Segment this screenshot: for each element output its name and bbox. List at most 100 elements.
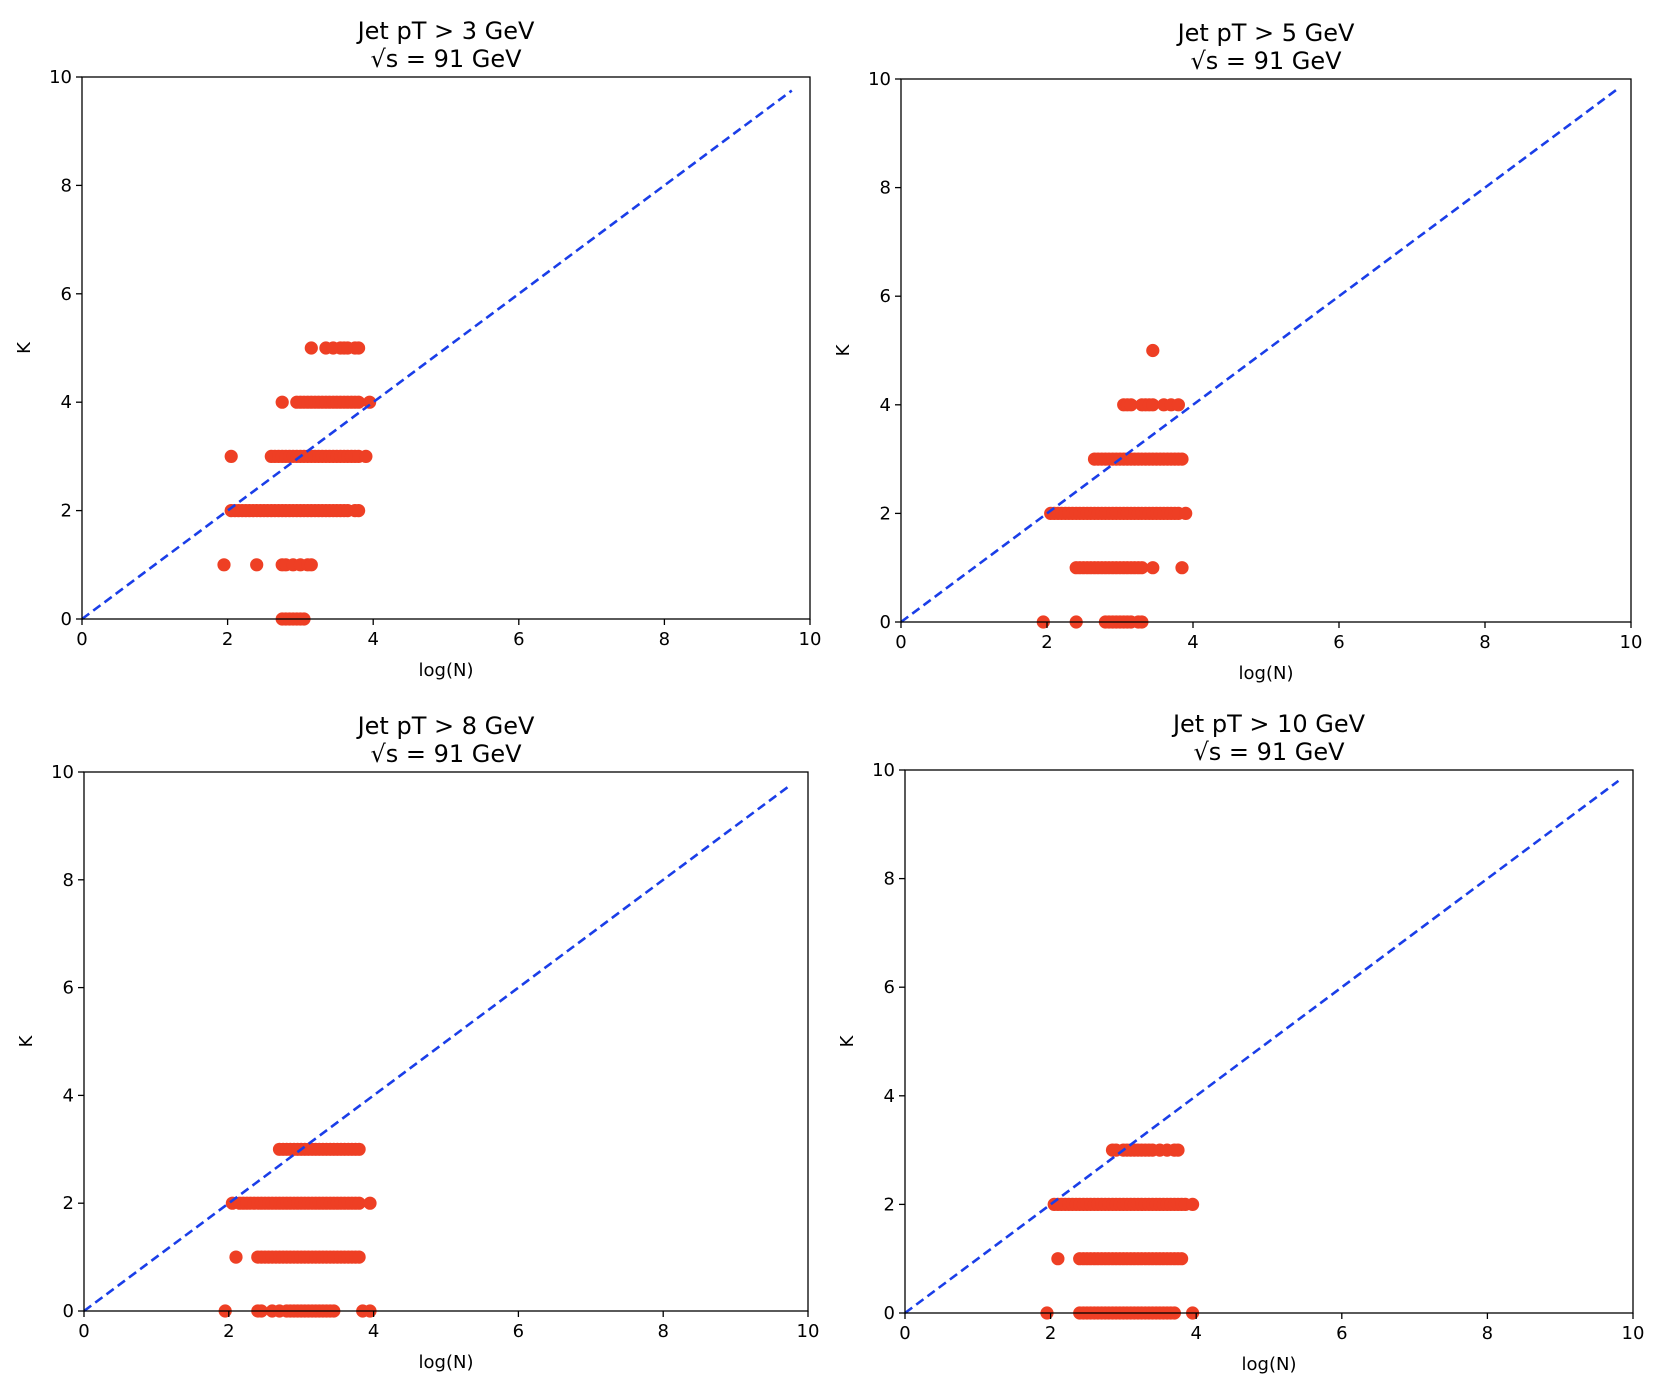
y-tick-label: 10	[868, 69, 891, 90]
y-tick-label: 0	[884, 1303, 895, 1324]
y-tick-label: 10	[51, 762, 74, 783]
y-tick-label: 4	[884, 1086, 895, 1107]
y-tick-label: 0	[880, 612, 891, 633]
x-tick-label: 10	[799, 629, 822, 650]
scatter-point	[304, 558, 318, 572]
scatter-point	[1146, 561, 1160, 575]
x-tick-label: 4	[1187, 632, 1198, 653]
scatter-point	[1179, 506, 1193, 520]
reference-line	[81, 89, 793, 621]
x-tick-label: 10	[797, 1321, 820, 1342]
scatter-point	[1146, 343, 1160, 358]
subplot-subtitle: √s = 91 GeV	[370, 45, 522, 73]
x-tick-label: 2	[1041, 632, 1052, 653]
scatter-point	[229, 1250, 243, 1264]
subplot-title: Jet pT > 8 GeV	[356, 712, 535, 740]
scatter-point	[363, 395, 377, 409]
x-tick-label: 0	[899, 1323, 910, 1344]
subplot-3: Jet pT > 8 GeV√s = 91 GeV 0 2 4 6 8 10 0 2 4 6 8 10 l…	[16, 712, 819, 1373]
scatter-point	[352, 1196, 366, 1210]
reference-line	[904, 779, 1620, 1315]
y-tick-label: 6	[880, 286, 891, 307]
x-tick-label: 2	[222, 629, 233, 650]
scatter-point	[1186, 1197, 1200, 1211]
scatter-point	[217, 558, 231, 572]
y-axis-label: K	[14, 341, 35, 354]
x-tick-label: 4	[368, 1321, 379, 1342]
x-tick-label: 4	[367, 629, 378, 650]
y-tick-label: 0	[63, 1301, 74, 1322]
x-tick-label: 0	[76, 629, 87, 650]
x-axis-label: log(N)	[1242, 1354, 1297, 1375]
scatter-point	[275, 395, 289, 409]
y-tick-label: 2	[63, 1193, 74, 1214]
scatter-point	[1171, 398, 1185, 412]
axes-frame	[83, 771, 809, 1312]
y-tick-label: 2	[880, 503, 891, 524]
x-tick-label: 8	[1479, 632, 1490, 653]
axes-frame	[900, 78, 1632, 623]
reference-line	[83, 784, 791, 1313]
y-tick-label: 10	[49, 67, 72, 88]
scatter-series	[1036, 343, 1193, 629]
subplot-subtitle: √s = 91 GeV	[370, 740, 522, 768]
y-axis-label: K	[16, 1034, 37, 1047]
y-tick-label: 4	[61, 392, 72, 413]
scatter-point	[250, 558, 264, 572]
y-tick-label: 6	[63, 978, 74, 999]
x-tick-label: 6	[513, 1321, 524, 1342]
scatter-point	[1146, 398, 1160, 412]
x-tick-label: 10	[1620, 632, 1643, 653]
x-tick-label: 2	[223, 1321, 234, 1342]
y-axis-label: K	[837, 1034, 858, 1047]
x-tick-label: 6	[1333, 632, 1344, 653]
scatter-point	[1175, 561, 1189, 575]
scatter-point	[1171, 1143, 1185, 1157]
subplot-title: Jet pT > 10 GeV	[1171, 710, 1366, 738]
y-tick-label: 0	[61, 609, 72, 630]
subplot-title: Jet pT > 3 GeV	[356, 17, 535, 45]
scatter-series	[1040, 1143, 1200, 1320]
scatter-point	[352, 1142, 366, 1156]
x-axis-label: log(N)	[419, 660, 474, 681]
subplot-1: Jet pT > 3 GeV√s = 91 GeV 0 2 4 6 8 10 0 2 4 6 8 10 l…	[14, 17, 821, 681]
y-tick-label: 2	[61, 501, 72, 522]
scatter-point	[1051, 1252, 1065, 1266]
scatter-point	[352, 504, 366, 518]
y-axis-label: K	[833, 343, 854, 356]
scatter-point	[1175, 1252, 1189, 1266]
x-tick-label: 8	[1482, 1323, 1493, 1344]
y-tick-label: 8	[61, 175, 72, 196]
scatter-point	[304, 341, 318, 355]
y-tick-label: 8	[884, 869, 895, 890]
x-tick-label: 6	[513, 629, 524, 650]
subplot-title: Jet pT > 5 GeV	[1176, 19, 1355, 47]
scatter-point	[352, 395, 366, 409]
scatter-point	[359, 449, 373, 463]
x-tick-label: 8	[657, 1321, 668, 1342]
reference-line	[900, 88, 1618, 624]
axes-frame	[904, 769, 1634, 1314]
x-axis-label: log(N)	[419, 1352, 474, 1373]
axes-frame	[81, 76, 811, 620]
x-axis-label: log(N)	[1239, 663, 1294, 684]
scatter-point	[352, 1250, 366, 1264]
y-tick-label: 10	[872, 760, 895, 781]
y-tick-label: 2	[884, 1194, 895, 1215]
scatter-series	[217, 341, 377, 626]
subplot-subtitle: √s = 91 GeV	[1193, 738, 1345, 766]
scatter-point	[1175, 452, 1189, 466]
y-tick-label: 6	[884, 977, 895, 998]
scatter-series	[218, 1142, 377, 1318]
x-tick-label: 2	[1045, 1323, 1056, 1344]
x-tick-label: 0	[895, 632, 906, 653]
y-tick-label: 8	[880, 178, 891, 199]
scatter-point	[1135, 561, 1149, 575]
x-tick-label: 8	[659, 629, 670, 650]
x-tick-label: 4	[1190, 1323, 1201, 1344]
scatter-point	[352, 341, 366, 355]
scatter-point	[224, 449, 238, 463]
y-tick-label: 4	[880, 395, 891, 416]
subplot-subtitle: √s = 91 GeV	[1190, 47, 1342, 75]
